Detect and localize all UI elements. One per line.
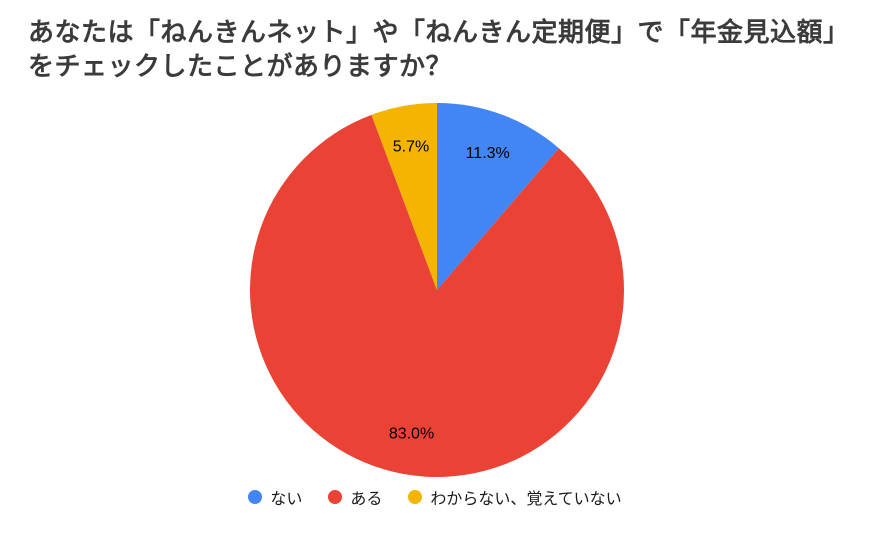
pie-slice-0 — [437, 103, 559, 290]
legend-dot-icon — [248, 490, 263, 504]
legend-item-0: ない — [248, 485, 302, 509]
legend-item-1: ある — [328, 485, 382, 509]
pie-slice-2 — [371, 103, 437, 290]
pie-slice-label-1: 83.0% — [389, 426, 434, 443]
chart-title: あなたは「ねんきんネット」や「ねんきん定期便」で「年金見込額」をチェックしたこと… — [28, 17, 837, 81]
pie-slice-label-0: 11.3% — [466, 145, 510, 162]
pie-slice-1 — [249, 114, 624, 478]
pie-slice-label-2: 5.7% — [393, 139, 429, 156]
legend-dot-icon — [328, 490, 343, 504]
chart-legend: ない ある わからない、覚えていない — [0, 485, 870, 509]
legend-label: ない — [270, 491, 303, 508]
legend-label: わからない、覚えていない — [430, 491, 622, 508]
legend-label: ある — [350, 491, 383, 508]
legend-item-2: わからない、覚えていない — [408, 485, 622, 509]
legend-dot-icon — [408, 490, 423, 504]
